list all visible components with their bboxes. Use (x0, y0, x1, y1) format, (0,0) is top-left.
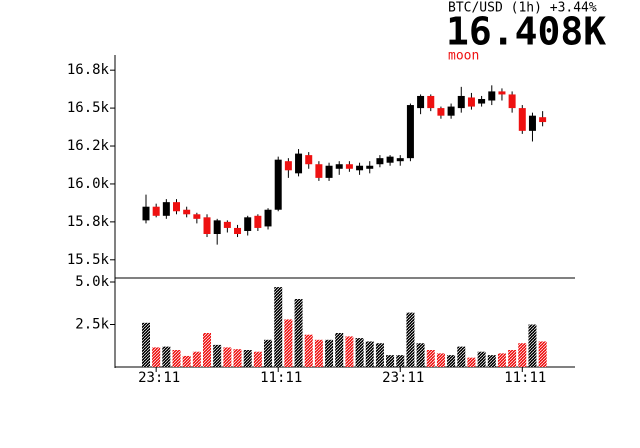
x-tick-label: 23:11 (382, 370, 424, 386)
candle-body (386, 156, 394, 163)
volume-bar (477, 351, 486, 367)
volume-bar (426, 350, 435, 367)
candle-body (376, 158, 384, 165)
volume-bar (467, 357, 476, 367)
y-tick-label: 16.2k (67, 138, 110, 154)
candle-body (447, 106, 455, 116)
candle-body (315, 164, 323, 178)
candle-body (356, 165, 364, 171)
volume-bar (365, 341, 374, 367)
volume-bar (396, 355, 405, 367)
candle-body (467, 97, 475, 107)
x-tick-label: 11:11 (504, 370, 546, 386)
volume-bar (152, 347, 161, 367)
volume-bar (518, 343, 527, 367)
candle-body (203, 217, 211, 235)
candle-body (427, 95, 435, 109)
candle-body (488, 91, 496, 101)
candle-body (264, 209, 272, 227)
candle-body (457, 95, 465, 109)
volume-bar (274, 287, 283, 367)
candle-body (274, 159, 282, 210)
candle-body (498, 91, 506, 95)
volume-bar (375, 343, 384, 367)
volume-bar (233, 349, 242, 367)
volume-bar (406, 312, 415, 367)
candle-body (183, 209, 191, 215)
volume-bar (294, 299, 303, 367)
candle-body (508, 94, 516, 109)
y-tick-label: 16.8k (67, 62, 110, 78)
volume-bar (264, 339, 273, 367)
volume-bar (497, 353, 506, 367)
volume-bar (335, 333, 344, 367)
candle-body (518, 108, 526, 131)
candle-body (396, 158, 404, 162)
volume-bar (253, 351, 262, 367)
volume-bar (162, 346, 171, 367)
x-tick-label: 23:11 (138, 370, 180, 386)
y-tick-label: 2.5k (75, 317, 109, 333)
candle-body (335, 164, 343, 169)
header-tag: moon (448, 49, 479, 64)
candle-body (305, 155, 313, 165)
candle-body (254, 215, 262, 228)
volume-bar (203, 333, 212, 367)
header-title: BTC/USD (1h) +3.44% (448, 1, 597, 16)
volume-bar (447, 355, 456, 367)
volume-bar (243, 350, 252, 367)
volume-bar (355, 338, 364, 367)
candle-body (366, 165, 374, 169)
x-tick-label: 11:11 (260, 370, 302, 386)
volume-bar (142, 322, 150, 367)
candle-body (406, 105, 414, 159)
volume-bar (223, 347, 232, 367)
candle-body (193, 214, 201, 219)
candle-body (213, 220, 221, 235)
volume-bar (172, 350, 181, 367)
volume-bar (325, 339, 334, 367)
candle-body (162, 202, 170, 216)
volume-bar (284, 319, 293, 367)
volume-bar (192, 351, 201, 367)
volume-bar (528, 324, 537, 367)
y-tick-label: 15.8k (67, 214, 110, 230)
candle-body (437, 108, 445, 116)
candle-body (244, 217, 252, 231)
y-tick-label: 15.5k (67, 252, 110, 268)
candle-body (539, 117, 547, 123)
volume-bar (314, 339, 323, 367)
volume-bar (345, 336, 354, 367)
candle-body (142, 206, 150, 221)
volume-bar (213, 344, 222, 367)
volume-bar (487, 355, 496, 367)
candle-body (223, 221, 231, 228)
volume-bar (538, 341, 547, 367)
y-tick-label: 5.0k (75, 274, 109, 290)
candle-body (152, 206, 160, 216)
volume-bar (386, 355, 395, 367)
candle-body (325, 165, 333, 178)
candle-body (284, 161, 292, 171)
candle-body (528, 115, 536, 131)
candle-body (295, 153, 303, 174)
volume-bar (436, 353, 445, 367)
candle-body (345, 164, 353, 169)
candle-body (234, 227, 242, 235)
header-price: 16.408K (446, 10, 606, 54)
volume-bar (508, 350, 517, 367)
volume-bar (304, 334, 313, 367)
y-tick-label: 16.5k (67, 100, 110, 116)
candle-body (417, 95, 425, 109)
candle-body (478, 98, 486, 104)
volume-bar (416, 343, 425, 367)
volume-bar (182, 355, 191, 367)
volume-bar (457, 346, 466, 367)
candle-body (173, 202, 181, 212)
y-tick-label: 16.0k (67, 176, 110, 192)
